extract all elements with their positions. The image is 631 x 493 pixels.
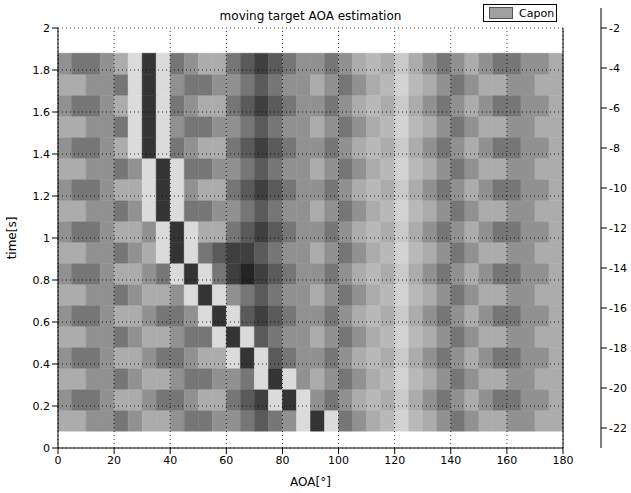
svg-text:-4: -4 [609, 62, 620, 75]
svg-text:160: 160 [496, 454, 517, 467]
svg-text:AOA[°]: AOA[°] [290, 475, 331, 489]
svg-text:0.6: 0.6 [33, 316, 51, 329]
svg-text:1.6: 1.6 [33, 106, 51, 119]
svg-text:2: 2 [43, 22, 50, 35]
svg-text:1.2: 1.2 [33, 190, 51, 203]
svg-text:time[s]: time[s] [5, 217, 19, 260]
svg-text:1.8: 1.8 [33, 64, 51, 77]
svg-text:140: 140 [440, 454, 461, 467]
svg-text:80: 80 [275, 454, 289, 467]
svg-text:-10: -10 [609, 182, 627, 195]
svg-text:180: 180 [553, 454, 574, 467]
svg-text:20: 20 [107, 454, 121, 467]
svg-text:40: 40 [163, 454, 177, 467]
html-text:Capon: Capon [519, 6, 555, 20]
svg-text:1.4: 1.4 [33, 148, 51, 161]
svg-text:-22: -22 [609, 422, 627, 435]
svg-text:-2: -2 [609, 22, 620, 35]
svg-text:-8: -8 [609, 142, 620, 155]
svg-text:120: 120 [384, 454, 405, 467]
svg-text:0: 0 [55, 454, 62, 467]
svg-text:-16: -16 [609, 302, 627, 315]
svg-text:-20: -20 [609, 382, 627, 395]
svg-text:-18: -18 [609, 342, 627, 355]
svg-text:0.8: 0.8 [33, 274, 51, 287]
html-text:moving target AOA estimation: moving target AOA estimation [219, 9, 402, 23]
svg-text:0: 0 [43, 442, 50, 455]
svg-text:0.4: 0.4 [33, 358, 51, 371]
svg-text:-12: -12 [609, 222, 627, 235]
svg-text:-14: -14 [609, 262, 627, 275]
svg-text:100: 100 [328, 454, 349, 467]
svg-text:-6: -6 [609, 102, 620, 115]
svg-text:1: 1 [43, 232, 50, 245]
svg-text:0.2: 0.2 [33, 400, 51, 413]
svg-text:60: 60 [219, 454, 233, 467]
